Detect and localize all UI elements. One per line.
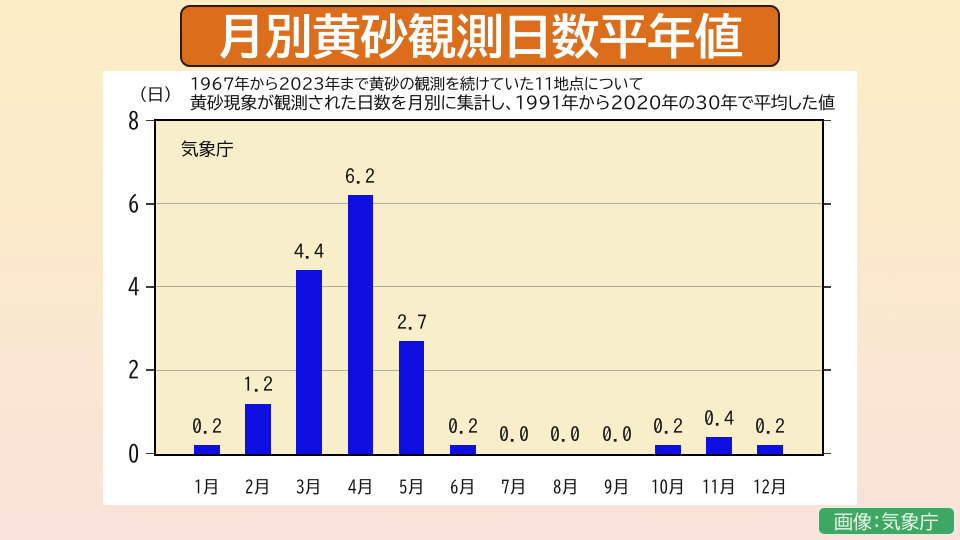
y-axis-label-8: 8	[111, 109, 139, 132]
x-axis-label-12月: 12月	[740, 478, 800, 495]
title-banner: 月別黄砂観測日数平年値	[180, 5, 780, 67]
text-glyphs-svg	[553, 478, 576, 495]
x-axis-label-11月: 11月	[689, 478, 749, 495]
y-axis-tick-left-6	[146, 202, 154, 205]
y-axis-unit-label: （日）	[139, 85, 172, 103]
text-glyphs-svg	[128, 277, 139, 296]
bar-value-label-3月: 4.4	[279, 241, 339, 261]
bar-value-label-5月: 2.7	[382, 312, 442, 332]
text-glyphs-svg	[602, 426, 631, 443]
bar-4月	[347, 195, 374, 454]
text-glyphs-svg	[653, 418, 682, 434]
bar-value-label-9月: 0.0	[587, 424, 647, 444]
bar-value-label-7月: 0.0	[484, 424, 544, 444]
x-axis-label-6月: 6月	[433, 478, 493, 495]
text-glyphs-svg	[705, 409, 734, 426]
text-glyphs-svg	[703, 478, 734, 495]
bar-value-label-6月: 0.2	[433, 416, 493, 436]
y-axis-tick-left-0	[146, 452, 154, 455]
text-glyphs-svg	[180, 140, 233, 158]
text-glyphs-svg	[141, 85, 170, 102]
text-glyphs-svg	[652, 478, 682, 495]
bar-value-label-8月: 0.0	[535, 424, 595, 444]
text-glyphs-svg	[128, 360, 138, 379]
bar-3月	[296, 270, 322, 454]
text-glyphs-svg	[551, 426, 580, 443]
text-glyphs-svg	[500, 426, 528, 443]
text-glyphs-svg	[834, 511, 939, 531]
y-axis-tick-right-0	[823, 452, 831, 455]
text-glyphs-svg	[346, 168, 375, 184]
bar-6月	[450, 445, 476, 454]
y-axis-tick-right-8	[823, 119, 831, 122]
text-glyphs-svg	[195, 478, 217, 495]
text-glyphs-svg	[246, 478, 268, 495]
text-glyphs-svg	[191, 75, 643, 91]
text-glyphs-svg	[348, 478, 371, 495]
y-axis-label-0: 0	[111, 442, 139, 465]
text-glyphs-svg	[451, 478, 473, 495]
text-glyphs-svg	[190, 94, 835, 111]
text-glyphs-svg	[754, 478, 785, 495]
text-glyphs-svg	[399, 478, 422, 495]
x-axis-label-2月: 2月	[228, 478, 288, 495]
y-axis-tick-right-6	[823, 202, 831, 205]
text-glyphs-svg	[245, 376, 273, 393]
text-glyphs-svg	[502, 478, 524, 495]
bar-value-label-11月: 0.4	[689, 408, 749, 428]
y-axis-tick-left-4	[146, 286, 154, 288]
text-glyphs-svg	[128, 110, 138, 130]
bar-12月	[757, 445, 784, 454]
y-axis-tick-right-4	[823, 286, 831, 288]
x-axis-label-1月: 1月	[177, 478, 237, 495]
bar-10月	[655, 445, 681, 454]
text-glyphs-svg	[297, 478, 319, 495]
text-glyphs-svg	[448, 418, 477, 434]
gridline-y2	[155, 369, 822, 371]
gridline-y4	[155, 286, 822, 288]
text-glyphs-svg	[756, 418, 785, 434]
x-axis-label-4月: 4月	[330, 478, 390, 495]
text-glyphs-svg	[220, 12, 743, 59]
gridline-y6	[155, 203, 822, 205]
plot-area	[153, 118, 824, 456]
bar-value-label-12月: 0.2	[740, 416, 800, 436]
bar-value-label-10月: 0.2	[638, 416, 698, 436]
text-glyphs-svg	[128, 443, 138, 463]
bar-1月	[193, 445, 220, 454]
bar-value-label-1月: 0.2	[177, 416, 237, 436]
x-axis-label-3月: 3月	[279, 478, 339, 495]
text-glyphs-svg	[604, 478, 627, 495]
x-axis-label-8月: 8月	[535, 478, 595, 495]
bar-value-label-2月: 1.2	[228, 374, 288, 394]
y-axis-label-2: 2	[111, 358, 139, 381]
bar-value-label-4月: 6.2	[330, 166, 390, 186]
y-axis-label-6: 6	[111, 192, 139, 215]
y-axis-tick-left-2	[146, 369, 154, 372]
image-credit-badge: 画像：気象庁	[818, 507, 955, 535]
text-glyphs-svg	[192, 418, 221, 434]
bar-2月	[245, 403, 271, 454]
x-axis-label-9月: 9月	[587, 478, 647, 495]
x-axis-label-7月: 7月	[484, 478, 544, 495]
agency-watermark: 気象庁	[180, 140, 234, 158]
y-axis-tick-right-2	[823, 369, 831, 372]
text-glyphs-svg	[294, 243, 324, 259]
text-glyphs-svg	[129, 193, 138, 213]
y-axis-tick-left-8	[146, 119, 154, 122]
chart-note-line2: 黄砂現象が観測された日数を月別に集計し、1991年から2020年の30年で平均し…	[190, 94, 835, 111]
text-glyphs-svg	[397, 314, 426, 330]
x-axis-label-10月: 10月	[638, 478, 698, 495]
bar-11月	[706, 436, 732, 454]
y-axis-label-4: 4	[111, 275, 139, 298]
bar-5月	[398, 341, 425, 454]
x-axis-label-5月: 5月	[382, 478, 442, 495]
chart-note-line1: 1967年から2023年まで黄砂の観測を続けていた11地点について	[190, 75, 644, 91]
